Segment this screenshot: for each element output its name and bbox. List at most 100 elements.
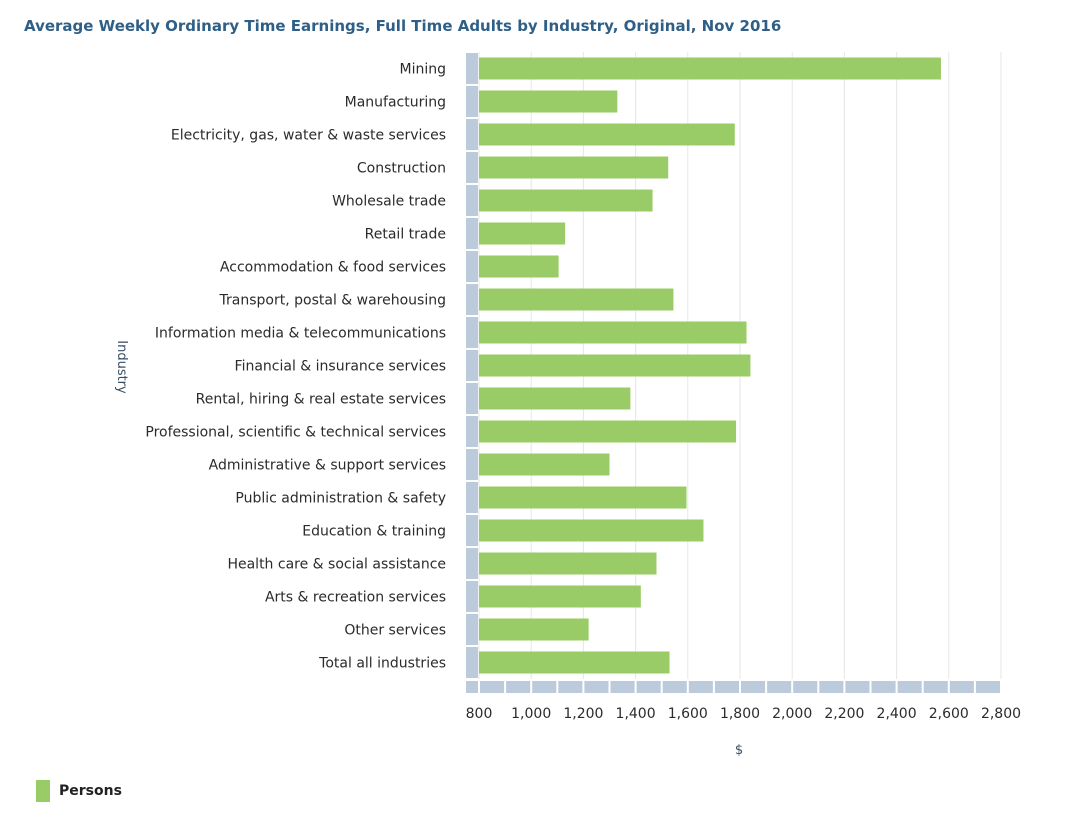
bar — [479, 651, 670, 674]
x-axis-title: $ — [735, 743, 743, 758]
bar — [479, 156, 669, 179]
category-label: Wholesale trade — [332, 194, 446, 210]
x-axis-segment — [793, 681, 818, 693]
x-axis-segment — [897, 681, 922, 693]
chart-title: Average Weekly Ordinary Time Earnings, F… — [24, 17, 782, 35]
category-label: Other services — [344, 623, 446, 639]
bar — [479, 123, 735, 146]
category-label: Construction — [357, 161, 446, 177]
tick-label: 1,400 — [616, 706, 656, 722]
y-axis-segment — [466, 350, 478, 381]
bar — [479, 420, 737, 443]
category-label: Health care & social assistance — [227, 557, 446, 573]
y-axis-segment — [466, 383, 478, 414]
y-axis-segment — [466, 218, 478, 249]
category-label: Manufacturing — [345, 95, 446, 111]
bar — [479, 585, 641, 608]
bar — [479, 486, 687, 509]
bar — [479, 255, 559, 278]
y-axis-segment — [466, 284, 478, 315]
x-axis-segment — [610, 681, 635, 693]
x-axis-segment — [506, 681, 531, 693]
bar — [479, 354, 751, 377]
category-labels: Mining Manufacturing Electricity, gas, wat… — [145, 62, 446, 672]
x-axis-segment — [714, 681, 739, 693]
y-axis-segment — [466, 152, 478, 183]
x-axis-segment — [819, 681, 844, 693]
tick-label: 2,000 — [772, 706, 812, 722]
category-label: Education & training — [302, 524, 446, 540]
y-axis-segment — [466, 53, 478, 84]
x-axis-segment — [741, 681, 766, 693]
y-axis-segment — [466, 251, 478, 282]
x-axis-segment — [532, 681, 557, 693]
bars — [479, 57, 941, 674]
y-axis-segment — [466, 185, 478, 216]
tick-label: 1,200 — [563, 706, 603, 722]
y-axis-segment — [466, 119, 478, 150]
bar — [479, 222, 566, 245]
category-label: Accommodation & food services — [220, 260, 446, 276]
category-label: Rental, hiring & real estate services — [196, 392, 446, 408]
bar — [479, 57, 941, 80]
tick-label: 800 — [466, 706, 493, 722]
y-axis-segment — [466, 317, 478, 348]
legend: Persons — [36, 780, 122, 802]
category-label: Total all industries — [318, 656, 446, 672]
category-label: Transport, postal & warehousing — [219, 293, 446, 309]
x-axis-segment — [975, 681, 1000, 693]
tick-label: 1,800 — [720, 706, 760, 722]
y-axis-title: Industry — [114, 340, 129, 394]
x-axis-corner — [466, 681, 478, 693]
x-axis-segment — [558, 681, 583, 693]
category-label: Financial & insurance services — [235, 359, 446, 375]
y-axis-segment — [466, 614, 478, 645]
category-label: Mining — [400, 62, 447, 78]
bar — [479, 90, 618, 113]
category-label: Professional, scientific & technical ser… — [145, 425, 446, 441]
x-axis-segment — [688, 681, 713, 693]
y-axis-band — [466, 53, 478, 678]
category-label: Electricity, gas, water & waste services — [171, 128, 446, 144]
bar — [479, 453, 610, 476]
x-axis-segment — [949, 681, 974, 693]
x-axis-segment — [767, 681, 792, 693]
category-label: Arts & recreation services — [265, 590, 446, 606]
x-axis-segment — [871, 681, 896, 693]
y-axis-segment — [466, 482, 478, 513]
category-label: Administrative & support services — [209, 458, 446, 474]
bar — [479, 321, 747, 344]
x-axis-band — [466, 681, 1000, 693]
bar — [479, 552, 657, 575]
bar — [479, 519, 704, 542]
category-label: Information media & telecommunications — [155, 326, 446, 342]
tick-label: 2,600 — [929, 706, 969, 722]
category-label: Public administration & safety — [235, 491, 446, 507]
y-axis-segment — [466, 449, 478, 480]
tick-labels: 800 1,000 1,200 1,400 1,600 1,800 2,000 2,200 2,… — [466, 706, 1021, 722]
bar — [479, 387, 631, 410]
bar — [479, 288, 674, 311]
y-axis-segment — [466, 647, 478, 678]
legend-label: Persons — [59, 783, 122, 799]
x-axis-segment — [636, 681, 661, 693]
x-axis-segment — [584, 681, 609, 693]
y-axis-segment — [466, 548, 478, 579]
x-axis-segment — [480, 681, 505, 693]
y-axis-segment — [466, 416, 478, 447]
tick-label: 1,600 — [668, 706, 708, 722]
tick-label: 2,800 — [981, 706, 1021, 722]
category-label: Retail trade — [365, 227, 446, 243]
y-axis-segment — [466, 515, 478, 546]
x-axis-segment — [923, 681, 948, 693]
tick-label: 2,200 — [824, 706, 864, 722]
x-axis-segment — [662, 681, 687, 693]
tick-label: 2,400 — [877, 706, 917, 722]
bar — [479, 189, 653, 212]
x-axis-segment — [845, 681, 870, 693]
y-axis-segment — [466, 581, 478, 612]
tick-label: 1,000 — [511, 706, 551, 722]
y-axis-segment — [466, 86, 478, 117]
legend-swatch — [36, 780, 50, 802]
